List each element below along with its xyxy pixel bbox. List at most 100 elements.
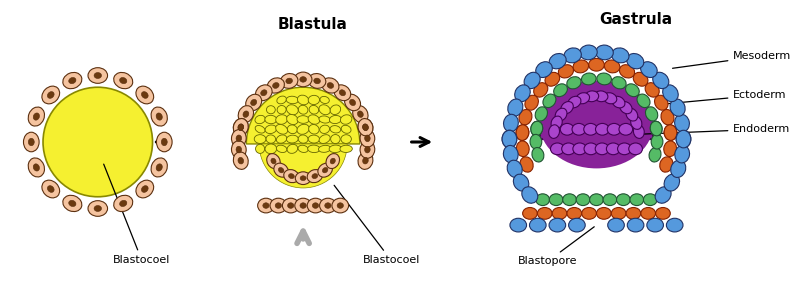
Ellipse shape	[538, 208, 552, 219]
Ellipse shape	[274, 163, 288, 177]
Ellipse shape	[243, 111, 249, 117]
Ellipse shape	[360, 141, 374, 158]
Ellipse shape	[156, 164, 162, 171]
Ellipse shape	[507, 160, 522, 178]
Ellipse shape	[558, 65, 574, 78]
Ellipse shape	[246, 94, 262, 111]
Ellipse shape	[120, 78, 127, 84]
Ellipse shape	[330, 115, 342, 124]
Ellipse shape	[271, 158, 276, 164]
Ellipse shape	[319, 198, 336, 213]
Ellipse shape	[345, 94, 361, 111]
Ellipse shape	[300, 176, 306, 181]
Ellipse shape	[576, 194, 590, 206]
Ellipse shape	[362, 157, 368, 164]
Ellipse shape	[266, 154, 280, 168]
Ellipse shape	[618, 143, 631, 155]
Ellipse shape	[358, 118, 373, 136]
Ellipse shape	[114, 195, 133, 212]
Ellipse shape	[650, 121, 662, 136]
Ellipse shape	[330, 135, 340, 144]
Ellipse shape	[276, 124, 287, 134]
Ellipse shape	[562, 143, 575, 155]
Ellipse shape	[612, 96, 625, 108]
Ellipse shape	[594, 91, 608, 102]
Ellipse shape	[530, 134, 542, 149]
Ellipse shape	[142, 186, 148, 192]
Ellipse shape	[630, 116, 642, 130]
Ellipse shape	[300, 203, 306, 208]
Ellipse shape	[522, 187, 538, 203]
Ellipse shape	[645, 83, 659, 97]
Ellipse shape	[34, 164, 39, 171]
Ellipse shape	[517, 141, 529, 156]
Ellipse shape	[265, 115, 277, 124]
Ellipse shape	[358, 118, 373, 136]
Ellipse shape	[238, 124, 244, 131]
Ellipse shape	[653, 72, 669, 89]
Ellipse shape	[514, 85, 530, 102]
Ellipse shape	[562, 194, 577, 206]
Ellipse shape	[94, 206, 102, 212]
Circle shape	[43, 87, 153, 197]
Ellipse shape	[334, 85, 350, 101]
Ellipse shape	[312, 203, 318, 208]
Ellipse shape	[524, 72, 540, 89]
Ellipse shape	[265, 125, 277, 133]
Ellipse shape	[319, 116, 330, 123]
Text: Ectoderm: Ectoderm	[658, 90, 787, 105]
Ellipse shape	[234, 118, 248, 136]
Ellipse shape	[63, 72, 82, 89]
Ellipse shape	[339, 90, 346, 96]
Ellipse shape	[619, 65, 634, 78]
Ellipse shape	[596, 45, 614, 60]
Ellipse shape	[69, 200, 76, 206]
Ellipse shape	[298, 145, 308, 153]
Ellipse shape	[114, 72, 133, 89]
Ellipse shape	[561, 102, 574, 114]
Ellipse shape	[647, 218, 663, 232]
Ellipse shape	[47, 186, 54, 192]
Ellipse shape	[254, 135, 266, 143]
Ellipse shape	[604, 60, 620, 73]
Ellipse shape	[23, 132, 39, 152]
Ellipse shape	[550, 143, 564, 155]
Ellipse shape	[298, 105, 308, 114]
Ellipse shape	[325, 203, 331, 208]
Ellipse shape	[69, 78, 76, 84]
Ellipse shape	[156, 113, 162, 120]
Ellipse shape	[362, 124, 368, 131]
Text: Blastula: Blastula	[278, 17, 348, 32]
Ellipse shape	[277, 106, 286, 114]
Ellipse shape	[584, 124, 598, 135]
Ellipse shape	[532, 147, 544, 162]
Ellipse shape	[549, 218, 566, 232]
Ellipse shape	[319, 105, 330, 115]
Ellipse shape	[597, 208, 611, 219]
Ellipse shape	[555, 108, 567, 121]
Ellipse shape	[358, 152, 373, 169]
Ellipse shape	[641, 208, 655, 219]
Ellipse shape	[674, 145, 690, 163]
Ellipse shape	[535, 107, 547, 121]
Ellipse shape	[626, 53, 644, 69]
Ellipse shape	[358, 111, 363, 117]
Ellipse shape	[287, 125, 298, 134]
Ellipse shape	[508, 99, 523, 116]
Ellipse shape	[238, 106, 254, 123]
Ellipse shape	[308, 115, 320, 124]
Ellipse shape	[151, 158, 167, 177]
Ellipse shape	[275, 203, 282, 208]
Ellipse shape	[231, 130, 246, 147]
Ellipse shape	[531, 121, 542, 136]
Ellipse shape	[42, 180, 60, 198]
Ellipse shape	[656, 208, 670, 219]
Ellipse shape	[620, 102, 632, 114]
Ellipse shape	[276, 145, 287, 153]
Ellipse shape	[88, 201, 107, 216]
Ellipse shape	[595, 124, 609, 135]
Ellipse shape	[607, 124, 621, 135]
Ellipse shape	[569, 218, 586, 232]
Ellipse shape	[566, 77, 581, 89]
Ellipse shape	[589, 59, 604, 71]
